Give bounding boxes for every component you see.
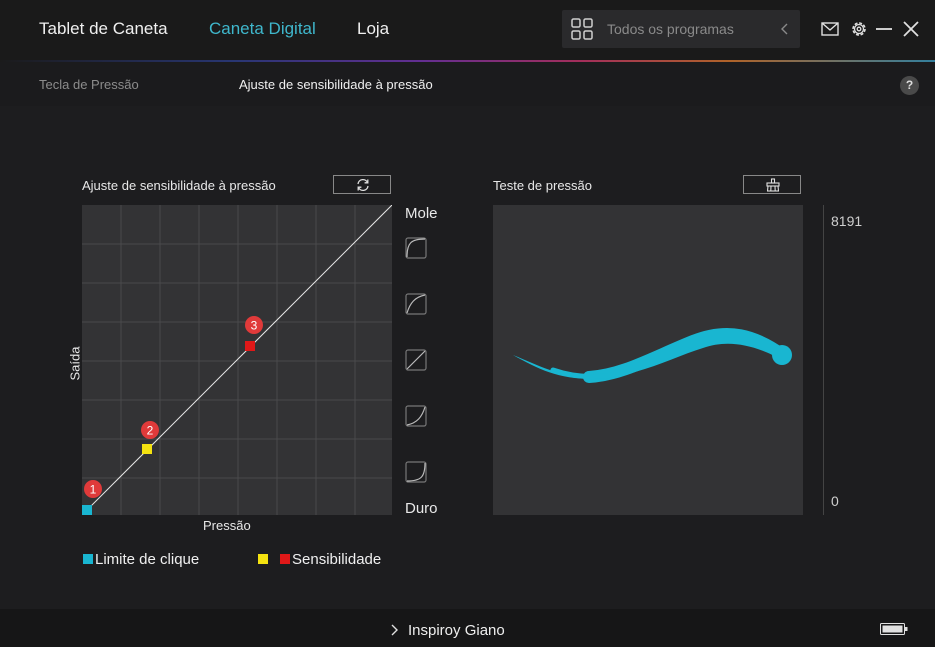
subtab-pressure-sensitivity[interactable]: Ajuste de sensibilidade à pressão xyxy=(239,77,433,92)
tab-pen[interactable]: Caneta Digital xyxy=(209,19,316,38)
click-limit-swatch xyxy=(83,554,93,564)
clear-canvas-button[interactable] xyxy=(743,175,801,194)
preset-softest-icon[interactable] xyxy=(405,237,427,259)
accent-divider xyxy=(0,60,935,62)
chevron-right-icon[interactable] xyxy=(389,623,399,637)
sensitivity-title: Ajuste de sensibilidade à pressão xyxy=(82,178,276,193)
pen-stroke xyxy=(513,327,792,383)
sub-navigation: Tecla de Pressão Ajuste de sensibilidade… xyxy=(0,62,935,106)
sensitivity-legend: Sensibilidade xyxy=(292,551,382,568)
refresh-icon xyxy=(357,178,369,192)
svg-text:1: 1 xyxy=(90,483,97,497)
soft-label: Mole xyxy=(405,205,438,222)
sensitivity-low-swatch xyxy=(258,554,268,564)
pressure-test-title: Teste de pressão xyxy=(493,178,593,193)
click-limit-legend: Limite de clique xyxy=(95,551,200,568)
battery-icon xyxy=(880,623,908,635)
preset-soft-icon[interactable] xyxy=(405,293,427,315)
mail-icon[interactable] xyxy=(820,19,840,39)
broom-icon xyxy=(766,178,780,192)
tab-tablet[interactable]: Tablet de Caneta xyxy=(39,19,168,38)
scale-min: 0 xyxy=(831,493,839,509)
sensitivity-handle-high[interactable] xyxy=(245,341,255,351)
chevron-left-icon[interactable] xyxy=(776,18,792,40)
subtab-pressure-key[interactable]: Tecla de Pressão xyxy=(39,77,139,92)
svg-text:2: 2 xyxy=(147,424,154,438)
device-name[interactable]: Inspiroy Giano xyxy=(408,622,505,639)
y-axis-label: Saída xyxy=(67,346,83,381)
point-2-badge: 2 xyxy=(141,421,159,439)
hard-label: Duro xyxy=(405,500,438,517)
help-icon[interactable]: ? xyxy=(900,76,919,95)
program-selector[interactable]: Todos os programas xyxy=(562,10,800,48)
click-limit-handle[interactable] xyxy=(82,505,92,515)
reset-curve-button[interactable] xyxy=(333,175,391,194)
sensitivity-curve-graph[interactable]: 1 2 3 xyxy=(82,204,393,515)
pressure-curve-line xyxy=(85,204,393,512)
preset-hardest-icon[interactable] xyxy=(405,461,427,483)
point-3-badge: 3 xyxy=(245,316,263,334)
curve-svg: 1 2 3 xyxy=(82,204,393,515)
sensitivity-handle-low[interactable] xyxy=(142,444,152,454)
x-axis-label: Pressão xyxy=(203,518,251,533)
preset-firm-icon[interactable] xyxy=(405,405,427,427)
program-selector-label: Todos os programas xyxy=(607,21,734,37)
point-1-badge: 1 xyxy=(84,480,102,498)
pressure-scale-bar xyxy=(823,205,824,515)
main-panel: Ajuste de sensibilidade à pressão Saída xyxy=(0,106,935,609)
title-bar: Tablet de Caneta Caneta Digital Loja Tod… xyxy=(0,0,935,60)
minimize-icon[interactable] xyxy=(874,19,894,39)
tab-store[interactable]: Loja xyxy=(357,19,390,38)
sensitivity-high-swatch xyxy=(280,554,290,564)
close-icon[interactable] xyxy=(901,19,921,39)
status-bar: Inspiroy Giano xyxy=(0,609,935,647)
gear-icon[interactable] xyxy=(849,19,869,39)
grid-icon xyxy=(571,18,593,40)
scale-max: 8191 xyxy=(831,213,863,229)
preset-linear-icon[interactable] xyxy=(405,349,427,371)
pressure-test-canvas[interactable] xyxy=(493,205,803,515)
svg-text:3: 3 xyxy=(251,319,258,333)
